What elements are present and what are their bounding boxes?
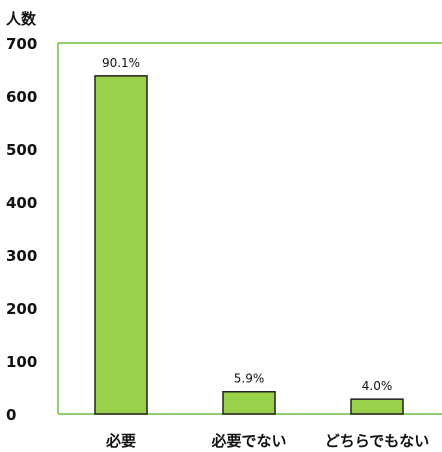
- y-tick-label: 600: [6, 88, 37, 106]
- bar: [94, 75, 148, 415]
- bar: [222, 390, 276, 415]
- y-tick-label: 0: [6, 406, 16, 424]
- y-tick-label: 400: [6, 194, 37, 212]
- category-label: 必要でない: [210, 432, 286, 450]
- bar: [350, 398, 404, 415]
- category-label: どちらでもない: [325, 432, 430, 450]
- data-label: 4.0%: [362, 379, 393, 393]
- y-tick-label: 700: [6, 35, 37, 53]
- y-tick-label: 200: [6, 300, 37, 318]
- data-label: 90.1%: [102, 56, 140, 70]
- y-tick-label: 500: [6, 141, 37, 159]
- category-label: 必要: [105, 432, 136, 450]
- y-tick-label: 100: [6, 353, 37, 371]
- data-label: 5.9%: [234, 372, 265, 386]
- y-tick-label: 300: [6, 247, 37, 265]
- y-axis-label: 人数: [6, 10, 37, 28]
